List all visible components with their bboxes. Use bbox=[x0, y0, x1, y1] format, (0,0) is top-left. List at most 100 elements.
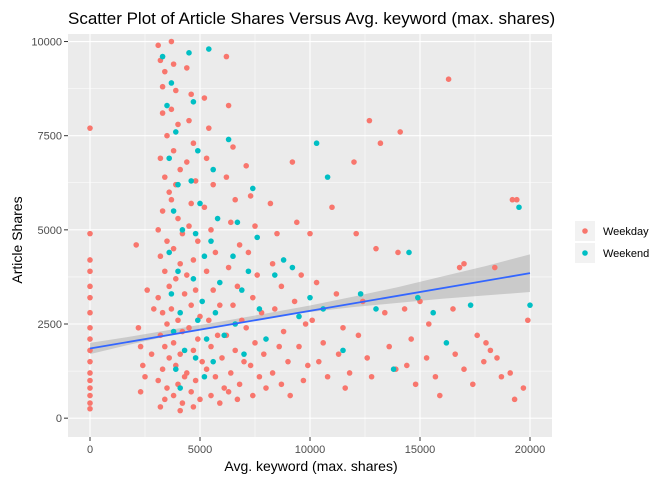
weekend-point bbox=[357, 291, 364, 297]
x-tick-label: 0 bbox=[87, 444, 93, 456]
weekend-point bbox=[467, 302, 474, 308]
weekday-point bbox=[276, 343, 283, 350]
y-tick-label: 10000 bbox=[31, 37, 62, 49]
weekday-point bbox=[208, 227, 214, 233]
weekday-point bbox=[234, 283, 241, 290]
weekday-point bbox=[423, 355, 430, 361]
weekend-point bbox=[225, 136, 232, 143]
weekday-point bbox=[206, 125, 212, 131]
weekday-point bbox=[386, 343, 393, 350]
weekend-point bbox=[324, 174, 331, 180]
weekend-point bbox=[181, 347, 188, 354]
weekend-point bbox=[443, 340, 450, 346]
weekday-point bbox=[155, 294, 161, 301]
weekday-point bbox=[243, 163, 249, 169]
weekday-point bbox=[228, 219, 234, 226]
weekday-point bbox=[514, 196, 520, 203]
y-tick-label: 0 bbox=[56, 413, 62, 425]
weekend-point bbox=[289, 264, 296, 271]
weekday-point bbox=[201, 204, 208, 211]
weekday-point bbox=[87, 405, 93, 412]
weekday-point bbox=[252, 340, 258, 346]
weekday-point bbox=[309, 317, 316, 324]
x-axis-label: Avg. keyword (max. shares) bbox=[224, 458, 397, 474]
weekday-point bbox=[87, 309, 93, 316]
weekday-point bbox=[291, 298, 298, 305]
weekend-point bbox=[390, 366, 397, 373]
weekday-point bbox=[173, 87, 179, 94]
weekday-point bbox=[155, 377, 161, 384]
weekday-point bbox=[324, 373, 331, 380]
weekend-point bbox=[272, 272, 278, 278]
weekday-point bbox=[263, 385, 269, 391]
weekend-point bbox=[340, 347, 346, 354]
weekday-point bbox=[87, 336, 93, 342]
weekday-point bbox=[401, 306, 408, 312]
weekday-point bbox=[190, 257, 197, 263]
weekday-point bbox=[162, 68, 168, 75]
weekday-point bbox=[208, 343, 214, 350]
weekday-point bbox=[87, 268, 93, 275]
weekday-point bbox=[426, 321, 432, 327]
weekend-point bbox=[210, 166, 216, 173]
weekday-point bbox=[269, 260, 276, 267]
weekend-point bbox=[217, 279, 223, 286]
weekday-point bbox=[162, 343, 168, 350]
weekday-point bbox=[87, 324, 93, 331]
weekend-point bbox=[254, 234, 260, 241]
weekday-point bbox=[188, 200, 194, 207]
weekday-point bbox=[212, 249, 219, 256]
weekday-point bbox=[159, 208, 166, 214]
weekend-point bbox=[221, 332, 227, 339]
weekend-point bbox=[168, 291, 175, 297]
weekday-point bbox=[335, 351, 342, 357]
weekday-point bbox=[267, 200, 274, 207]
weekend-point bbox=[430, 309, 437, 316]
weekday-point bbox=[225, 102, 232, 109]
weekday-point bbox=[353, 230, 360, 237]
weekday-point bbox=[225, 389, 232, 395]
weekday-point bbox=[208, 392, 214, 399]
weekend-point bbox=[214, 215, 221, 222]
weekday-point bbox=[289, 159, 296, 165]
weekend-point bbox=[175, 181, 181, 188]
weekday-point bbox=[232, 347, 238, 354]
weekday-point bbox=[181, 291, 188, 297]
weekday-point bbox=[461, 366, 467, 373]
weekend-point bbox=[250, 185, 256, 192]
weekday-point bbox=[243, 324, 249, 331]
weekday-point bbox=[184, 370, 190, 376]
weekday-point bbox=[170, 245, 177, 252]
weekend-point bbox=[239, 287, 245, 293]
legend-label-weekday: Weekday bbox=[603, 226, 649, 238]
weekday-point bbox=[87, 392, 93, 399]
weekend-point bbox=[373, 306, 379, 312]
weekday-point bbox=[296, 343, 302, 350]
weekday-point bbox=[184, 65, 190, 71]
weekday-point bbox=[144, 287, 150, 293]
weekday-point bbox=[170, 392, 177, 399]
weekday-point bbox=[278, 283, 285, 290]
weekday-point bbox=[159, 309, 166, 316]
weekday-point bbox=[212, 373, 219, 380]
weekday-point bbox=[168, 196, 175, 203]
weekday-point bbox=[412, 381, 419, 388]
weekday-point bbox=[364, 355, 371, 361]
weekday-point bbox=[133, 242, 139, 248]
weekday-point bbox=[159, 83, 166, 90]
weekday-point bbox=[525, 317, 531, 324]
x-tick-label: 10000 bbox=[295, 444, 326, 456]
weekend-point bbox=[245, 268, 252, 275]
weekday-point bbox=[483, 340, 489, 346]
weekday-point bbox=[254, 272, 260, 278]
trend-line bbox=[89, 272, 531, 350]
weekday-point bbox=[175, 317, 181, 324]
weekday-point bbox=[232, 196, 238, 203]
weekday-point bbox=[241, 358, 247, 365]
weekday-point bbox=[494, 355, 500, 361]
weekday-point bbox=[186, 117, 192, 124]
weekend-point bbox=[173, 366, 179, 373]
weekday-point bbox=[197, 396, 203, 403]
weekend-point bbox=[195, 147, 201, 154]
weekday-point bbox=[164, 385, 170, 391]
